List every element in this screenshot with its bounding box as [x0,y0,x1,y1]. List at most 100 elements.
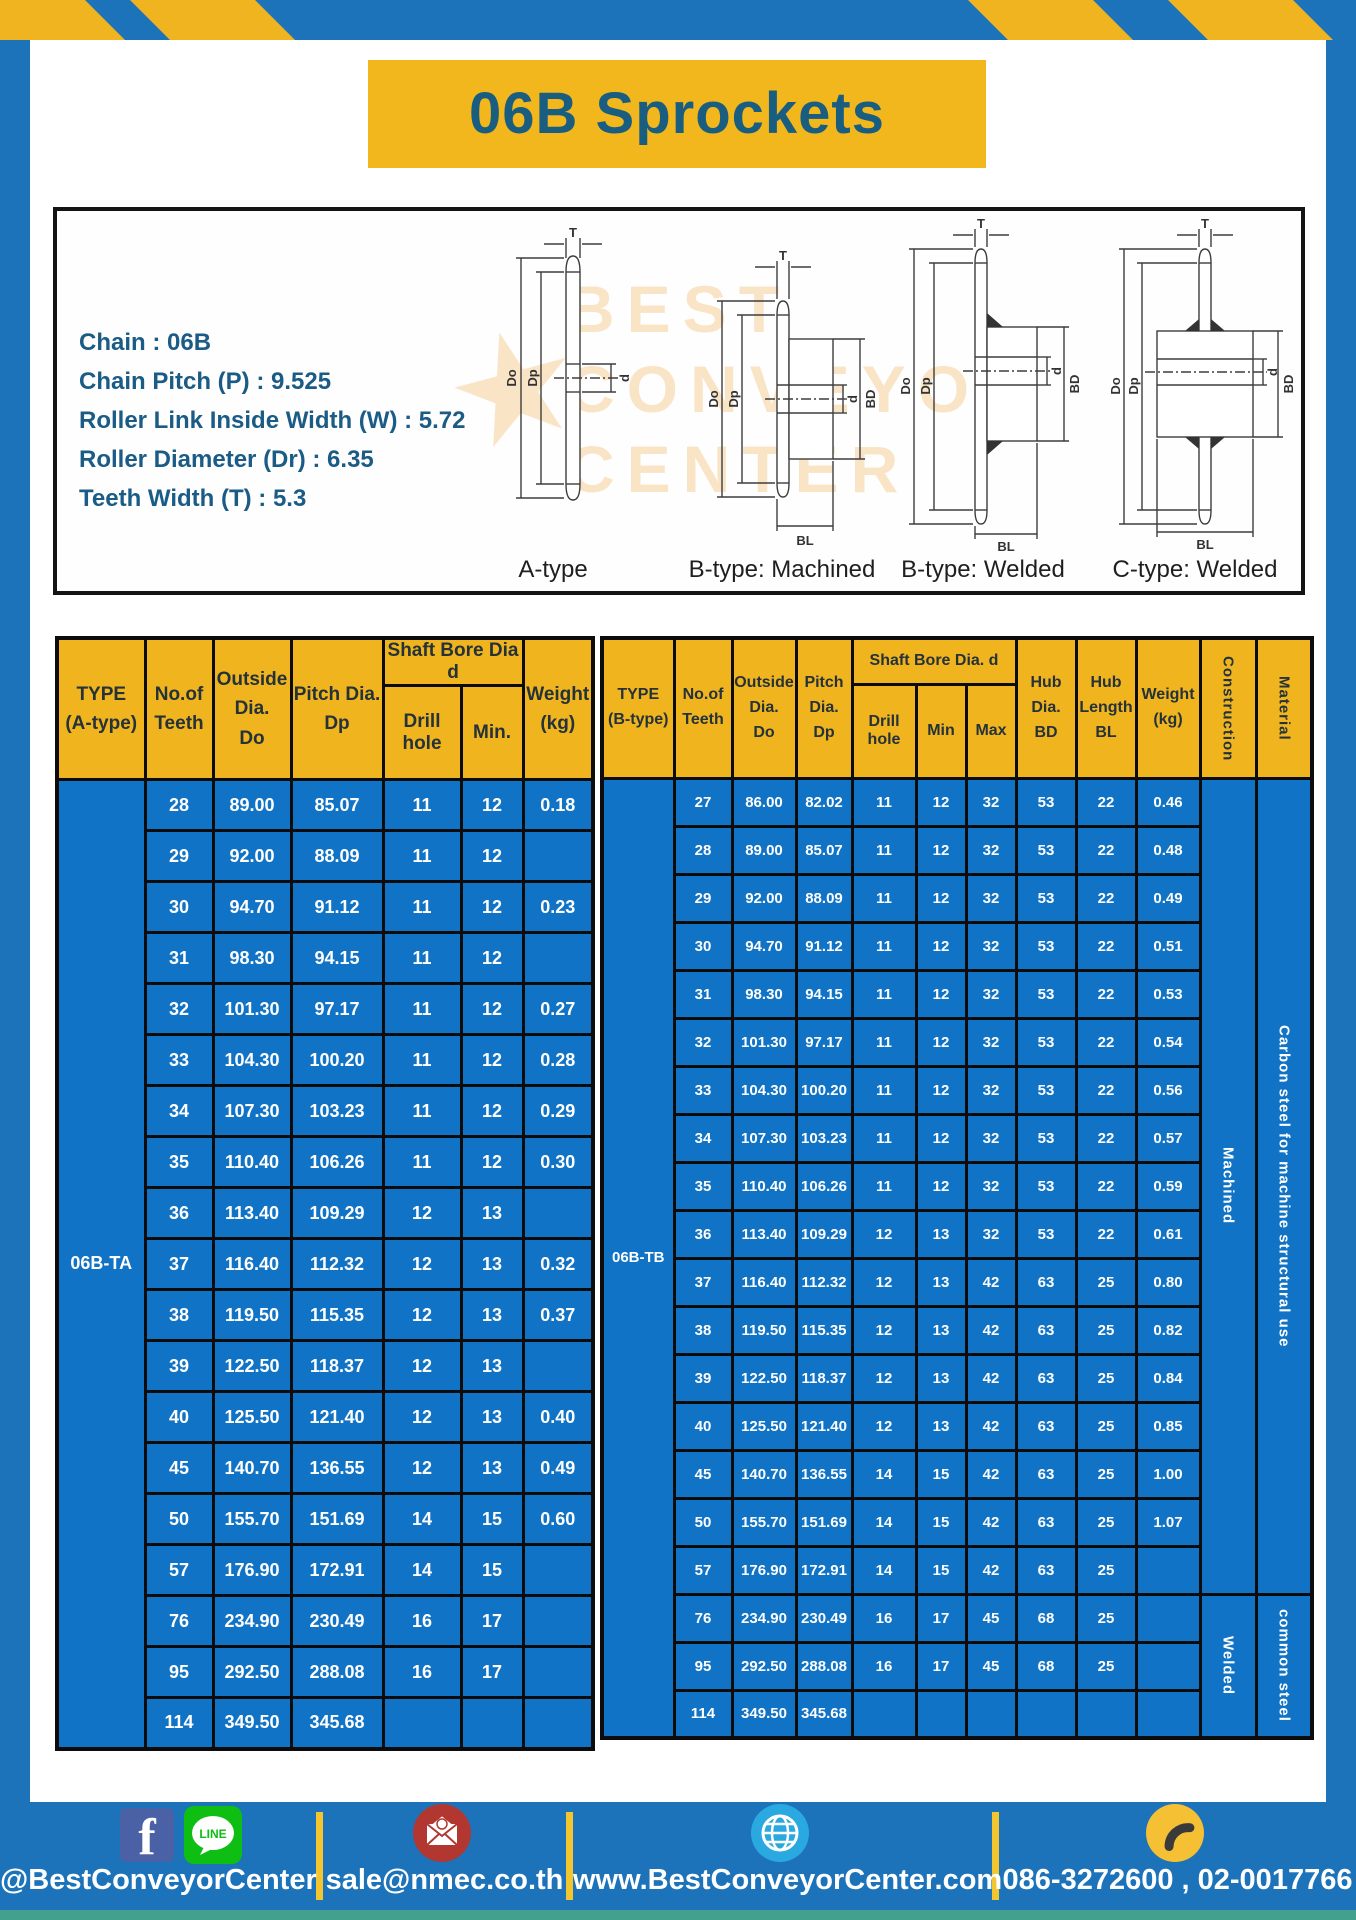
email-link[interactable]: sale@nmec.co.th [325,1864,564,1896]
table-row: 33 104.30 100.20 11 12 32 53 22 0.56 [602,1064,1312,1116]
data-cell: 92.00 [730,872,798,924]
data-cell: 12 [459,1084,525,1138]
website-link[interactable]: www.BestConveyorCenter.com [573,1864,1003,1896]
drawing-label-c-welded: C-type: Welded [1112,556,1278,583]
data-cell: 13 [459,1339,525,1393]
spec-line: Chain Pitch (P) : 9.525 [79,368,332,395]
table-row: 31 98.30 94.15 11 12 32 53 22 0.53 [602,968,1312,1020]
table-row: 32 101.30 97.17 11 12 0.27 [57,982,595,1036]
drawing-label-b-welded: B-type: Welded [901,556,1065,583]
sprocket-table-a-type: TYPE (A-type) No.of Teeth Outside Dia. D… [55,636,595,1751]
data-cell: 176.90 [730,1544,798,1596]
data-cell: 11 [381,1033,463,1087]
facebook-icon[interactable]: f [120,1808,174,1862]
data-cell: 107.30 [730,1112,798,1164]
svg-text:Do: Do [898,377,913,394]
data-cell: 0.46 [1134,776,1202,828]
data-cell: 76 [672,1592,734,1644]
data-cell: 14 [850,1496,918,1548]
data-cell: 63 [1014,1544,1078,1596]
data-cell: 32 [964,1064,1018,1116]
data-cell: 32 [964,968,1018,1020]
data-cell: 0.53 [1134,968,1202,1020]
phone-numbers[interactable]: 086-3272600 , 02-0017766 [1002,1864,1353,1896]
website-globe-icon[interactable] [751,1804,809,1862]
data-cell: 32 [964,776,1018,828]
data-cell: 12 [914,968,968,1020]
data-cell: 176.90 [211,1543,293,1597]
data-cell: 53 [1014,920,1078,972]
data-cell: 11 [381,982,463,1036]
data-cell: 85.07 [289,778,385,832]
data-cell: 0.48 [1134,824,1202,876]
data-cell: 38 [672,1304,734,1356]
phone-icon[interactable] [1146,1804,1204,1862]
table-row: 30 94.70 91.12 11 12 0.23 [57,880,595,934]
svg-text:d: d [617,374,632,382]
data-cell: 12 [850,1400,918,1452]
data-cell: 292.50 [730,1640,798,1692]
data-cell: 119.50 [730,1304,798,1356]
table-row: 36 113.40 109.29 12 13 [57,1186,595,1240]
data-cell: 13 [914,1256,968,1308]
data-cell: 94.70 [730,920,798,972]
col-header-hub-length: Hub Length BL [1074,636,1138,780]
data-cell [521,1594,595,1648]
social-handle-link[interactable]: @BestConveyorCenter [0,1864,317,1896]
data-cell: 115.35 [289,1288,385,1342]
table-row: 32 101.30 97.17 11 12 32 53 22 0.54 [602,1016,1312,1068]
col-header-type: TYPE (A-type) [55,636,147,781]
data-cell: 32 [672,1016,734,1068]
data-cell: 15 [459,1543,525,1597]
banner-stripe [968,0,1133,40]
data-cell: 106.26 [794,1160,854,1212]
col-header-pitch-dia: Pitch Dia. Dp [289,636,385,781]
data-cell: 45 [143,1441,215,1495]
data-cell [964,1688,1018,1740]
banner-stripe [0,0,125,40]
data-cell: 36 [143,1186,215,1240]
banner-stripe [130,0,295,40]
data-cell: 57 [143,1543,215,1597]
data-cell: 151.69 [794,1496,854,1548]
data-cell: 17 [914,1640,968,1692]
spec-line: Chain : 06B [79,329,212,356]
sprocket-drawing-b-type-welded: T Do Dp d BD BL [898,219,1082,554]
col-header-max: Max [964,682,1018,780]
table-row: 40 125.50 121.40 12 13 0.40 [57,1390,595,1444]
title-banner: 06B Sprockets [368,60,986,168]
data-cell: 14 [381,1543,463,1597]
data-cell: 292.50 [211,1645,293,1699]
data-cell: 76 [143,1594,215,1648]
data-cell: 345.68 [289,1696,385,1750]
data-cell [521,1543,595,1597]
data-cell: 12 [914,872,968,924]
data-cell: 25 [1074,1640,1138,1692]
data-cell: 39 [672,1352,734,1404]
drawing-label-b-machined: B-type: Machined [688,556,876,583]
data-cell: 0.59 [1134,1160,1202,1212]
data-cell: 36 [672,1208,734,1260]
data-cell [1134,1640,1202,1692]
data-cell: 29 [143,829,215,883]
data-cell: 16 [850,1640,918,1692]
data-cell: 22 [1074,776,1138,828]
sprocket-drawing-a-type: T Do Dp d [504,226,632,501]
data-cell: 42 [964,1304,1018,1356]
data-cell: 100.20 [794,1064,854,1116]
svg-text:Dp: Dp [1126,377,1141,394]
data-cell: 115.35 [794,1304,854,1356]
data-cell: 12 [381,1390,463,1444]
data-cell: 12 [914,1160,968,1212]
svg-text:Dp: Dp [726,390,741,407]
col-header-min: Min. [459,684,525,781]
data-cell: 12 [850,1304,918,1356]
data-cell: 40 [672,1400,734,1452]
line-icon[interactable]: LINE [184,1806,242,1864]
data-cell [381,1696,463,1750]
svg-text:BD: BD [863,390,877,409]
data-cell: 13 [459,1441,525,1495]
data-cell: 172.91 [794,1544,854,1596]
data-cell: 230.49 [289,1594,385,1648]
email-icon[interactable] [413,1804,471,1862]
